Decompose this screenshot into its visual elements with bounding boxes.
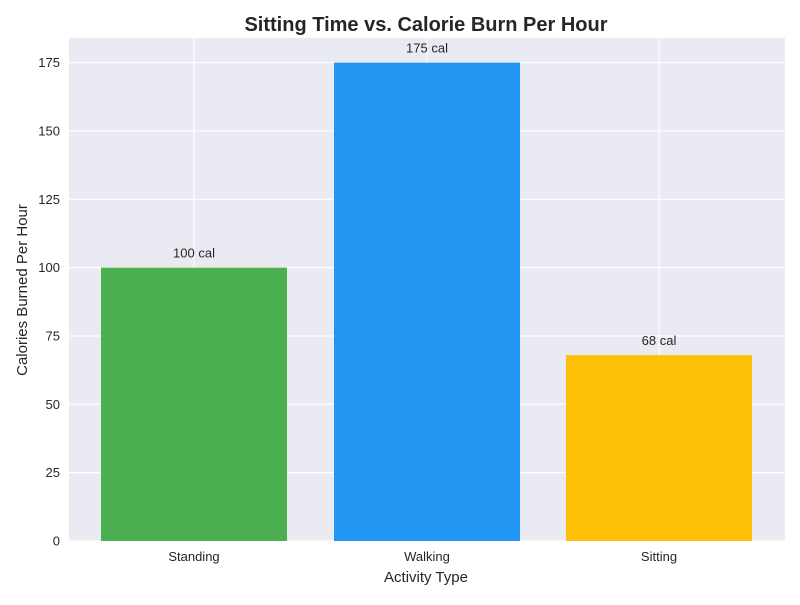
- y-axis-ticks: 0 25 50 75 100 125 150 175: [38, 55, 60, 548]
- bars: [101, 62, 752, 541]
- x-axis-label: Activity Type: [384, 569, 468, 586]
- y-tick-label: 125: [38, 192, 60, 207]
- y-tick-label: 100: [38, 260, 60, 275]
- x-tick-label: Sitting: [641, 549, 677, 564]
- y-tick-label: 75: [46, 328, 60, 343]
- x-tick-label: Walking: [404, 549, 450, 564]
- chart-title: Sitting Time vs. Calorie Burn Per Hour: [244, 14, 607, 36]
- y-tick-label: 175: [38, 55, 60, 70]
- y-axis-label: Calories Burned Per Hour: [14, 204, 31, 376]
- x-tick-label: Standing: [168, 549, 219, 564]
- x-axis-ticks: Standing Walking Sitting: [168, 549, 677, 564]
- y-tick-label: 25: [46, 465, 60, 480]
- bar-sitting: [566, 355, 752, 541]
- bar-value-label: 68 cal: [642, 333, 677, 348]
- bar-value-labels: 100 cal 175 cal 68 cal: [173, 41, 676, 349]
- y-tick-label: 150: [38, 123, 60, 138]
- bar-walking: [334, 62, 520, 541]
- bar-standing: [101, 267, 287, 541]
- bar-value-label: 175 cal: [406, 41, 448, 56]
- y-tick-label: 0: [53, 534, 60, 549]
- y-tick-label: 50: [46, 397, 60, 412]
- bar-value-label: 100 cal: [173, 246, 215, 261]
